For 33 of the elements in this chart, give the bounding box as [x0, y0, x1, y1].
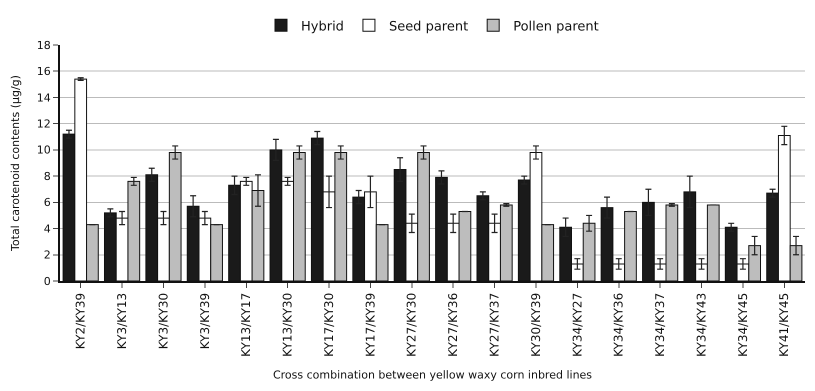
x-tick-label: KY34/KY27 [570, 292, 584, 357]
x-tick-label: KY27/KY30 [404, 292, 419, 357]
x-tick-label: KY17/KY30 [322, 292, 336, 357]
y-axis-title: Total carotenoid contents (μg/g) [8, 75, 22, 252]
x-tick-label: KY34/KY37 [653, 292, 668, 357]
x-tick-label: KY34/KY36 [612, 292, 626, 357]
x-tick-label: KY30/KY39 [528, 292, 543, 357]
x-tick-label: KY34/KY43 [694, 292, 708, 357]
x-tick-label: KY41/KY45 [777, 292, 792, 357]
y-tick-label: 18 [36, 38, 51, 52]
x-tick-label: KY3/KY30 [156, 292, 170, 350]
y-tick-label: 12 [36, 118, 51, 131]
legend-label: Pollen parent [513, 19, 599, 34]
x-tick-label: KY13/KY30 [280, 292, 295, 357]
y-tick-label: 2 [44, 248, 51, 262]
x-tick-label: KY3/KY13 [114, 292, 129, 350]
x-axis-title: Cross combination between yellow waxy corn inbred lines [272, 368, 592, 382]
x-tick-label: KY17/KY39 [363, 292, 378, 357]
x-tick-label: KY27/KY36 [446, 292, 460, 357]
legend-label: Hybrid [301, 19, 344, 34]
x-tick-label: KY13/KY17 [239, 292, 254, 357]
y-tick-label: 10 [36, 144, 51, 157]
y-tick-label: 14 [36, 91, 51, 104]
y-tick-label: 6 [44, 196, 51, 210]
x-tick-label: KY34/KY45 [736, 292, 750, 357]
x-tick-label: KY2/KY39 [74, 292, 88, 350]
y-tick-label: 8 [44, 170, 51, 183]
x-tick-label: KY27/KY37 [487, 292, 502, 357]
y-tick-label: 0 [44, 274, 51, 288]
y-tick-label: 16 [36, 65, 51, 78]
x-tick-label: KY3/KY39 [198, 292, 212, 350]
legend-label: Seed parent [388, 19, 468, 34]
y-tick-label: 4 [44, 222, 51, 236]
